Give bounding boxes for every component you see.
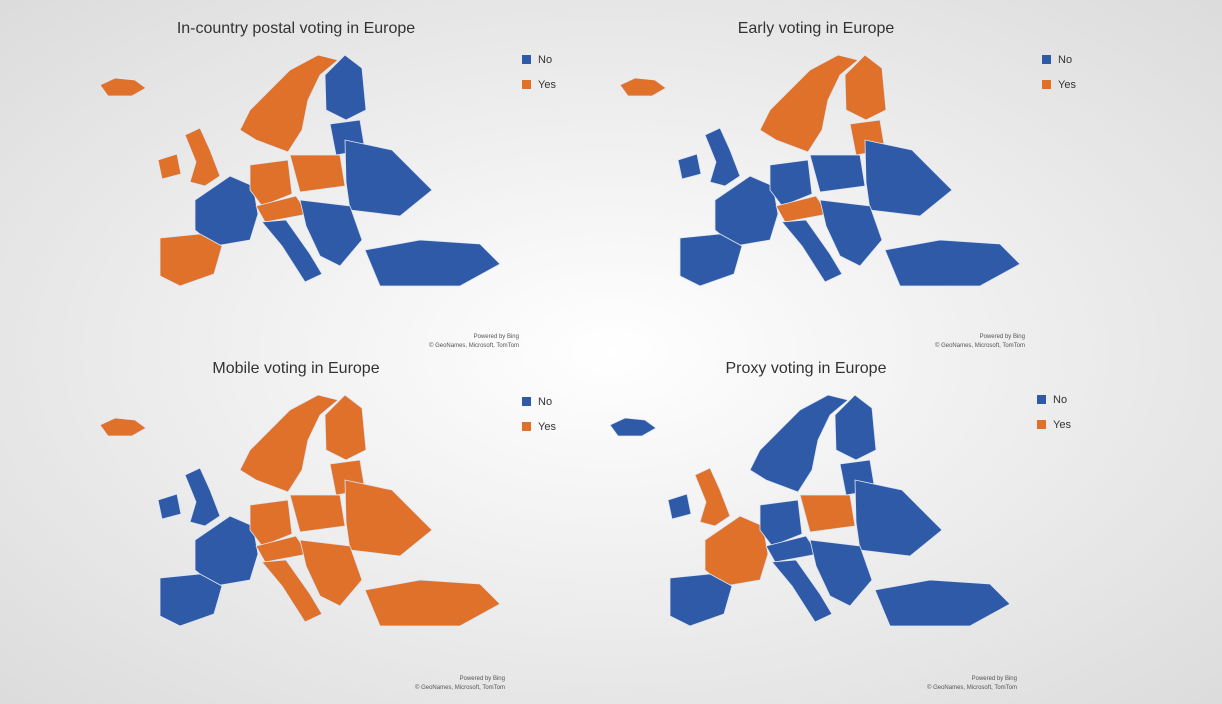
attribution: © GeoNames, Microsoft, TomTom [935,342,1025,349]
country-region [299,199,363,267]
attribution: © GeoNames, Microsoft, TomTom [927,684,1017,691]
country-region [194,515,259,587]
attribution: Powered by Bing [972,676,1017,682]
country-region [619,77,667,97]
attribution: © GeoNames, Microsoft, TomTom [415,684,505,691]
country-region [771,559,833,623]
country-region [844,54,887,121]
country-region [809,539,873,607]
legend-swatch [522,55,531,64]
legend-label: Yes [1053,419,1071,431]
legend-swatch [522,80,531,89]
country-region [799,494,856,533]
country-region [324,54,367,121]
country-region [704,515,769,587]
country-region [157,153,182,180]
country-region [299,539,363,607]
legend-swatch [522,422,531,431]
country-region [714,175,779,247]
country-region [609,417,657,437]
country-region [261,559,323,623]
country-region [289,494,346,533]
legend-swatch [1037,420,1046,429]
country-region [159,573,223,627]
country-region [324,394,367,461]
country-region [759,499,803,547]
panel-title: Mobile voting in Europe [212,360,379,377]
country-region [157,493,182,520]
country-region [864,139,953,217]
country-region [704,127,741,187]
country-region [344,479,433,557]
legend-label: Yes [538,79,556,91]
attribution: Powered by Bing [474,334,519,340]
legend-label: Yes [1058,79,1076,91]
country-region [759,54,859,153]
country-region [99,417,147,437]
legend-label: No [1053,394,1067,406]
country-region [239,54,339,153]
country-region [667,493,692,520]
attribution: Powered by Bing [460,676,505,682]
attribution: © GeoNames, Microsoft, TomTom [429,342,519,349]
country-region [679,233,743,287]
country-region [159,233,223,287]
country-region [809,154,866,193]
country-region [364,239,501,287]
country-region [769,159,813,207]
map-panel: Proxy voting in Europe No Yes Powered by Bi… [609,360,1071,691]
country-region [249,499,293,547]
legend-label: No [1058,54,1072,66]
country-region [834,394,877,461]
country-region [344,139,433,217]
country-region [694,467,731,527]
country-region [99,77,147,97]
legend-label: No [538,396,552,408]
country-region [249,159,293,207]
country-region [184,467,221,527]
country-region [781,219,843,283]
country-region [261,219,323,283]
panel-title: Proxy voting in Europe [726,360,887,377]
panel-title: Early voting in Europe [738,20,895,37]
country-region [239,394,339,493]
country-region [184,127,221,187]
map-panel: In-country postal voting in Europe No Yes P… [99,20,556,349]
legend-swatch [522,397,531,406]
legend-swatch [1037,395,1046,404]
legend-swatch [1042,55,1051,64]
map-panel: Early voting in Europe No Yes Powered by Bi… [619,20,1076,349]
legend-swatch [1042,80,1051,89]
country-region [854,479,943,557]
legend-label: No [538,54,552,66]
country-region [669,573,733,627]
attribution: Powered by Bing [980,334,1025,340]
country-region [364,579,501,627]
country-region [289,154,346,193]
legend-label: Yes [538,421,556,433]
country-region [749,394,849,493]
country-region [884,239,1021,287]
map-panel: Mobile voting in Europe No Yes Powered by B… [99,360,556,691]
country-region [819,199,883,267]
country-region [194,175,259,247]
country-region [677,153,702,180]
panel-title: In-country postal voting in Europe [177,20,415,37]
country-region [874,579,1011,627]
